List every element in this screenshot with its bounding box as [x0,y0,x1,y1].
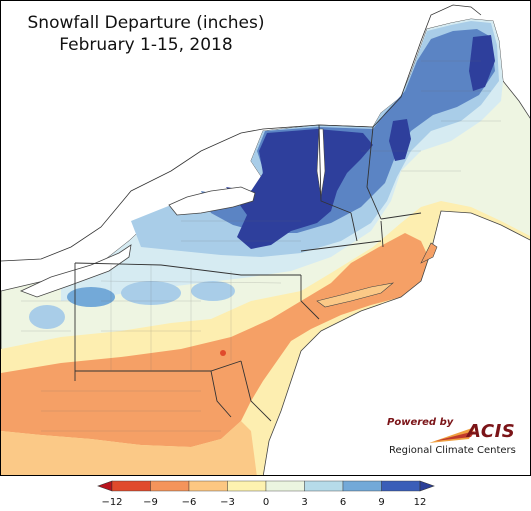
lake-ontario [168,186,256,216]
legend-swatch [188,480,228,492]
zone-red-spot [220,350,226,356]
logo-powered-by: Powered by [387,417,454,428]
map-frame: Snowfall Departure (inches) February 1-1… [0,0,531,476]
logo-subtitle: Regional Climate Centers [389,445,516,456]
map-title: Snowfall Departure (inches) [27,13,265,33]
legend-arrow-high [419,480,435,492]
legend-swatch [304,480,344,492]
snowfall-map [1,4,530,475]
legend-swatch [227,480,267,492]
zone-blue-patch-1 [67,287,115,307]
legend-swatch [265,480,305,492]
legend-swatch [381,480,421,492]
zone-blue-patch-4 [191,281,235,301]
canada-border [1,4,482,262]
legend-arrow-low [97,480,113,492]
state-borders [74,124,422,422]
color-legend: −12 −9 −6 −3 0 3 6 9 12 [97,480,435,508]
county-lines [21,60,501,432]
map-subtitle: February 1-15, 2018 [59,35,233,55]
legend-tick-label: 3 [301,497,307,508]
legend-tick-label: 9 [378,497,384,508]
lake-champlain [316,128,326,198]
acis-logo: Powered by ACIS Regional Climate Centers [385,415,525,461]
zone-blue-patch-2 [29,305,65,329]
legend-tick-label: −9 [143,497,158,508]
legend-tick-label: −6 [182,497,197,508]
zone-deep-blue-nh [389,119,411,161]
legend-tick-label: 6 [340,497,346,508]
legend-tick-label: −12 [101,497,122,508]
logo-swoosh-icon [429,427,475,443]
long-island [316,282,395,308]
zone-deep-blue-ny [226,129,373,249]
legend-ticks: −12 −9 −6 −3 0 3 6 9 12 [101,497,426,508]
legend-tick-label: 0 [263,497,269,508]
legend-swatch [111,480,151,492]
legend-tick-label: 12 [414,497,427,508]
legend-swatch [342,480,382,492]
legend-bar [97,480,435,492]
zone-deep-blue-me [469,35,495,91]
zone-orange [1,233,431,447]
legend-tick-label: −3 [220,497,235,508]
ocean [262,210,530,475]
legend-swatch [150,480,190,492]
lake-erie [19,244,132,298]
cape-cod [420,242,438,264]
zone-light-orange [1,421,257,475]
logo-name: ACIS [467,421,516,442]
